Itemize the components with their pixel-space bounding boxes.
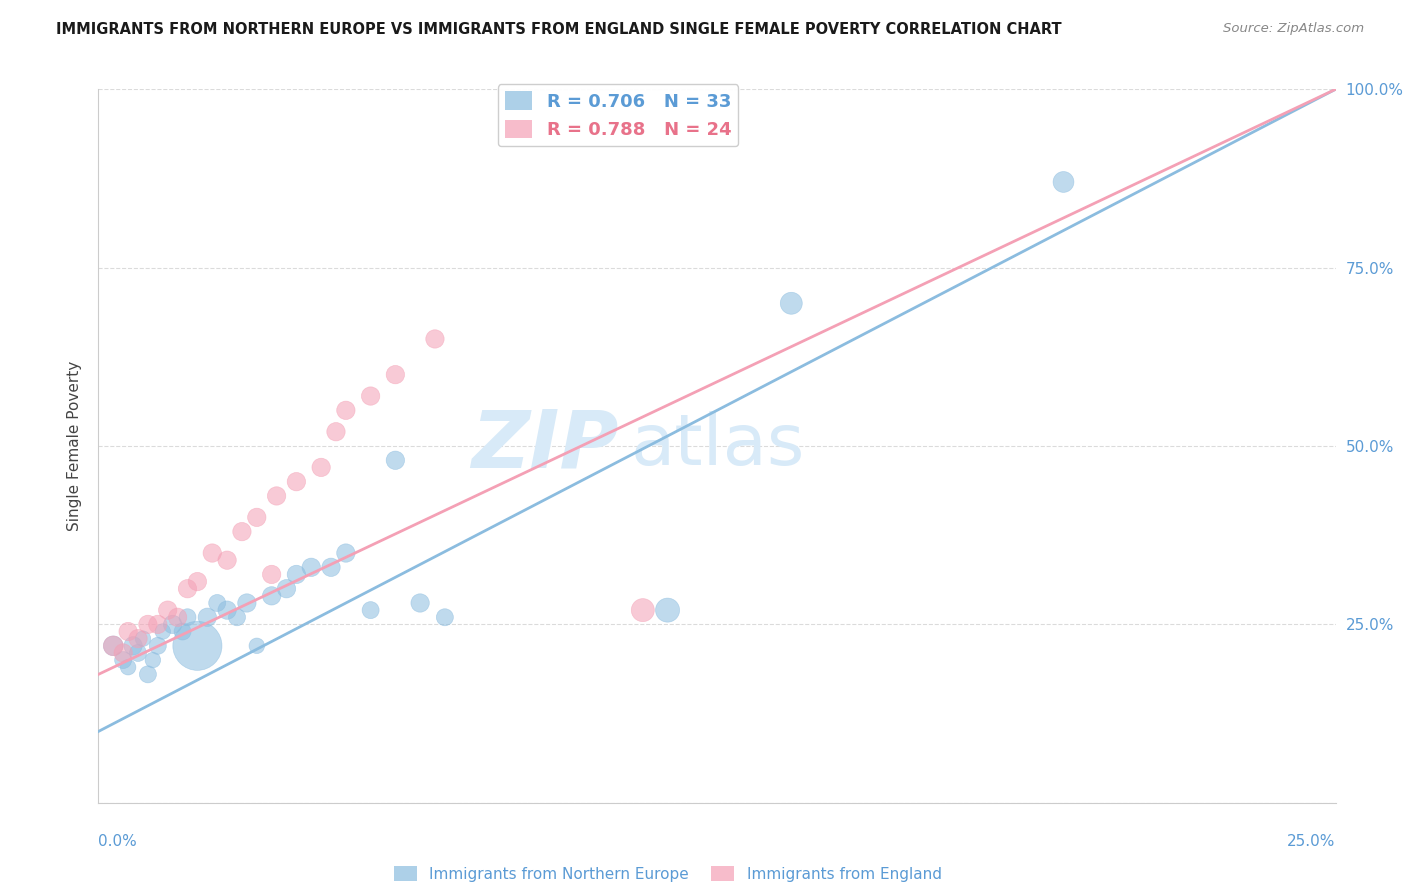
Point (231, 524, 253, 539)
Point (285, 475, 308, 489)
Point (236, 596, 259, 610)
Point (176, 610, 198, 624)
Y-axis label: Single Female Poverty: Single Female Poverty (67, 361, 83, 531)
Point (657, 603, 679, 617)
Point (122, 639, 145, 653)
Point (195, 610, 218, 624)
Point (146, 617, 169, 632)
Point (112, 646, 135, 660)
Point (117, 624, 139, 639)
Point (260, 567, 283, 582)
Point (146, 639, 169, 653)
Text: ZIP: ZIP (471, 407, 619, 485)
Point (335, 546, 357, 560)
Point (217, 553, 239, 567)
Point (136, 667, 159, 681)
Point (166, 610, 188, 624)
Point (186, 639, 208, 653)
Point (152, 624, 174, 639)
Point (132, 632, 155, 646)
Point (423, 332, 446, 346)
Point (136, 617, 159, 632)
Point (360, 389, 382, 403)
Point (103, 639, 125, 653)
Point (162, 617, 184, 632)
Point (205, 596, 228, 610)
Text: 0.0%: 0.0% (98, 834, 138, 849)
Point (201, 546, 224, 560)
Point (112, 653, 135, 667)
Point (433, 610, 456, 624)
Point (335, 403, 357, 417)
Point (127, 632, 149, 646)
Point (103, 639, 125, 653)
Point (360, 603, 382, 617)
Point (156, 603, 179, 617)
Point (276, 582, 298, 596)
Point (127, 646, 149, 660)
Point (1052, 175, 1074, 189)
Point (309, 460, 332, 475)
Point (631, 603, 654, 617)
Point (172, 624, 194, 639)
Point (226, 610, 249, 624)
Point (780, 296, 803, 310)
Point (266, 489, 288, 503)
Text: IMMIGRANTS FROM NORTHERN EUROPE VS IMMIGRANTS FROM ENGLAND SINGLE FEMALE POVERTY: IMMIGRANTS FROM NORTHERN EUROPE VS IMMIG… (56, 22, 1062, 37)
Text: atlas: atlas (630, 411, 804, 481)
Point (176, 582, 198, 596)
Point (384, 368, 406, 382)
Point (285, 567, 308, 582)
Point (246, 510, 269, 524)
Point (260, 589, 283, 603)
Point (409, 596, 432, 610)
Point (299, 560, 322, 574)
Text: Source: ZipAtlas.com: Source: ZipAtlas.com (1223, 22, 1364, 36)
Point (325, 425, 347, 439)
Point (384, 453, 406, 467)
Legend: Immigrants from Northern Europe, Immigrants from England: Immigrants from Northern Europe, Immigra… (388, 860, 948, 888)
Point (142, 653, 165, 667)
Point (186, 574, 208, 589)
Point (319, 560, 342, 574)
Point (117, 660, 139, 674)
Text: 25.0%: 25.0% (1288, 834, 1336, 849)
Point (246, 639, 269, 653)
Point (217, 603, 239, 617)
